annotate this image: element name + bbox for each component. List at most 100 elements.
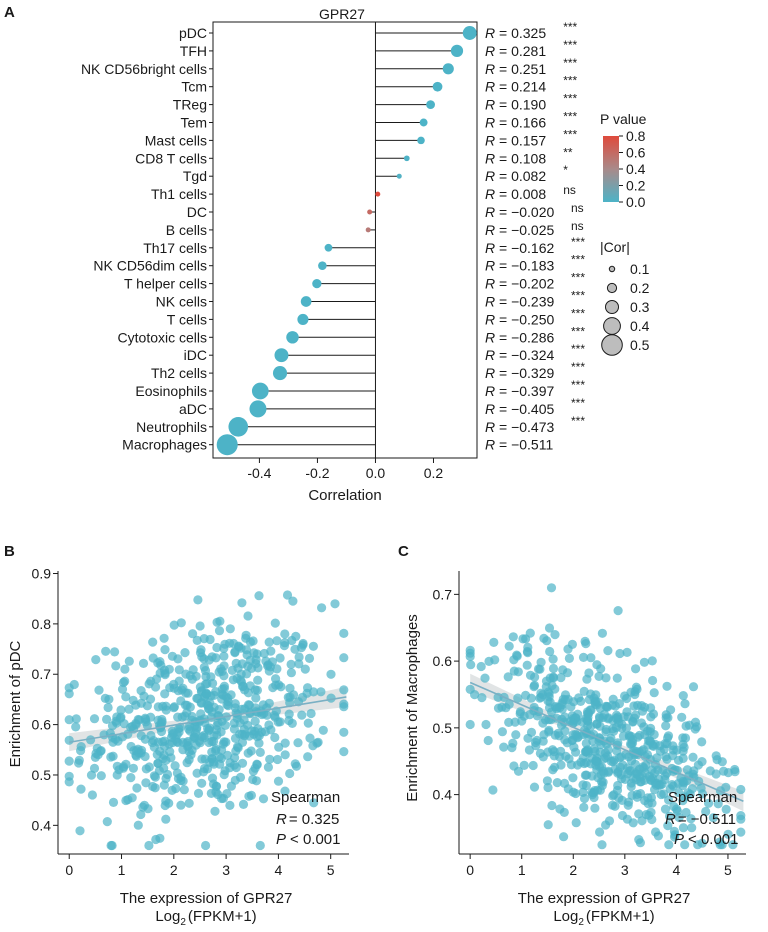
scatter-point bbox=[645, 735, 655, 746]
scatter-point bbox=[612, 710, 622, 720]
scatter-point bbox=[615, 648, 625, 659]
x-tick-label: 0.0 bbox=[366, 465, 386, 481]
scatter-point bbox=[243, 661, 253, 671]
scatter-point bbox=[179, 785, 189, 795]
scatter-point bbox=[503, 672, 513, 682]
cor-legend-label: 0.1 bbox=[630, 261, 650, 277]
scatter-point bbox=[631, 769, 641, 779]
scatter-point bbox=[208, 757, 219, 767]
scatter-point bbox=[302, 688, 312, 698]
scatter-point bbox=[101, 646, 111, 656]
scatter-point bbox=[518, 634, 528, 644]
scatter-point bbox=[522, 660, 532, 670]
scatter-point bbox=[499, 742, 509, 752]
significance-label: ns bbox=[571, 219, 584, 233]
scatter-point bbox=[235, 772, 246, 783]
scatter-point bbox=[220, 639, 230, 649]
scatter-point bbox=[160, 800, 170, 811]
x-tick-label: 2 bbox=[170, 862, 178, 878]
scatter-point bbox=[634, 809, 644, 819]
scatter-point bbox=[306, 708, 316, 719]
scatter-point bbox=[563, 644, 573, 654]
scatter-point bbox=[149, 742, 159, 752]
scatter-point bbox=[697, 757, 707, 767]
cell-type-label: aDC bbox=[179, 401, 207, 417]
scatter-point bbox=[662, 768, 672, 778]
scatter-point bbox=[240, 729, 250, 739]
cell-type-label: pDC bbox=[179, 25, 207, 41]
cor-legend-circle bbox=[601, 334, 623, 356]
cell-type-label: CD8 T cells bbox=[135, 150, 207, 166]
scatter-point bbox=[258, 794, 269, 804]
panel-b-xlabel2: Log2 (FPKM+1) bbox=[155, 908, 256, 928]
scatter-point bbox=[148, 637, 158, 647]
scatter-point bbox=[578, 652, 589, 663]
lollipop-dot bbox=[450, 44, 464, 58]
significance-label: *** bbox=[571, 253, 585, 267]
scatter-point bbox=[219, 737, 229, 747]
scatter-point bbox=[169, 703, 179, 713]
scatter-point bbox=[242, 669, 252, 679]
scatter-point bbox=[688, 682, 699, 692]
scatter-point bbox=[290, 759, 300, 769]
scatter-point bbox=[157, 717, 167, 727]
cell-type-label: Mast cells bbox=[145, 132, 207, 148]
cor-legend-circle bbox=[605, 300, 619, 314]
scatter-point bbox=[180, 648, 190, 658]
cell-type-label: Neutrophils bbox=[136, 419, 207, 435]
scatter-point bbox=[548, 663, 559, 674]
scatter-point bbox=[252, 759, 262, 769]
scatter-point bbox=[209, 736, 219, 747]
scatter-point bbox=[217, 684, 227, 694]
scatter-point bbox=[249, 648, 259, 658]
scatter-point bbox=[111, 661, 121, 671]
scatter-point bbox=[303, 752, 313, 762]
scatter-point bbox=[637, 816, 647, 826]
scatter-point bbox=[526, 727, 537, 738]
scatter-point bbox=[219, 651, 229, 661]
scatter-point bbox=[525, 628, 535, 638]
x-tick-label: 3 bbox=[222, 862, 230, 878]
scatter-point bbox=[285, 692, 295, 702]
scatter-point bbox=[665, 811, 675, 821]
scatter-point bbox=[504, 699, 514, 710]
scatter-point bbox=[585, 705, 595, 715]
r-value-label: R = −0.405 bbox=[485, 401, 555, 417]
scatter-point bbox=[661, 721, 671, 731]
cell-type-label: Th17 cells bbox=[143, 240, 207, 256]
scatter-point bbox=[243, 720, 253, 730]
r-value-label: R = 0.214 bbox=[485, 79, 546, 95]
scatter-point bbox=[193, 595, 203, 605]
scatter-point bbox=[266, 646, 276, 656]
panel-a-plot-frame bbox=[212, 21, 478, 459]
scatter-point bbox=[477, 693, 487, 703]
scatter-point bbox=[139, 691, 149, 701]
cell-type-label: NK CD56bright cells bbox=[81, 61, 207, 77]
scatter-point bbox=[489, 637, 499, 648]
scatter-point bbox=[511, 730, 521, 740]
significance-label: *** bbox=[571, 414, 585, 428]
scatter-point bbox=[238, 681, 248, 692]
scatter-point bbox=[161, 773, 171, 784]
scatter-point bbox=[253, 675, 263, 685]
scatter-point bbox=[251, 693, 261, 703]
scatter-point bbox=[121, 692, 131, 702]
scatter-point bbox=[209, 690, 219, 701]
scatter-point bbox=[701, 806, 711, 817]
scatter-point bbox=[628, 818, 638, 828]
significance-label: *** bbox=[563, 110, 577, 124]
scatter-point bbox=[144, 840, 154, 851]
lollipop-dot bbox=[442, 63, 454, 75]
scatter-point bbox=[293, 738, 303, 748]
scatter-point bbox=[136, 731, 146, 741]
y-tick-label: 0.8 bbox=[32, 616, 52, 632]
lollipop-dot bbox=[365, 227, 371, 233]
scatter-point bbox=[133, 820, 143, 830]
scatter-point bbox=[270, 732, 280, 743]
scatter-point bbox=[679, 742, 689, 753]
panel-a-lollipop: GPR27 Correlation pDC R = 0.325 ***TFH R = … bbox=[81, 6, 650, 504]
scatter-point bbox=[296, 643, 306, 653]
scatter-point bbox=[142, 701, 152, 711]
scatter-point bbox=[559, 778, 570, 789]
